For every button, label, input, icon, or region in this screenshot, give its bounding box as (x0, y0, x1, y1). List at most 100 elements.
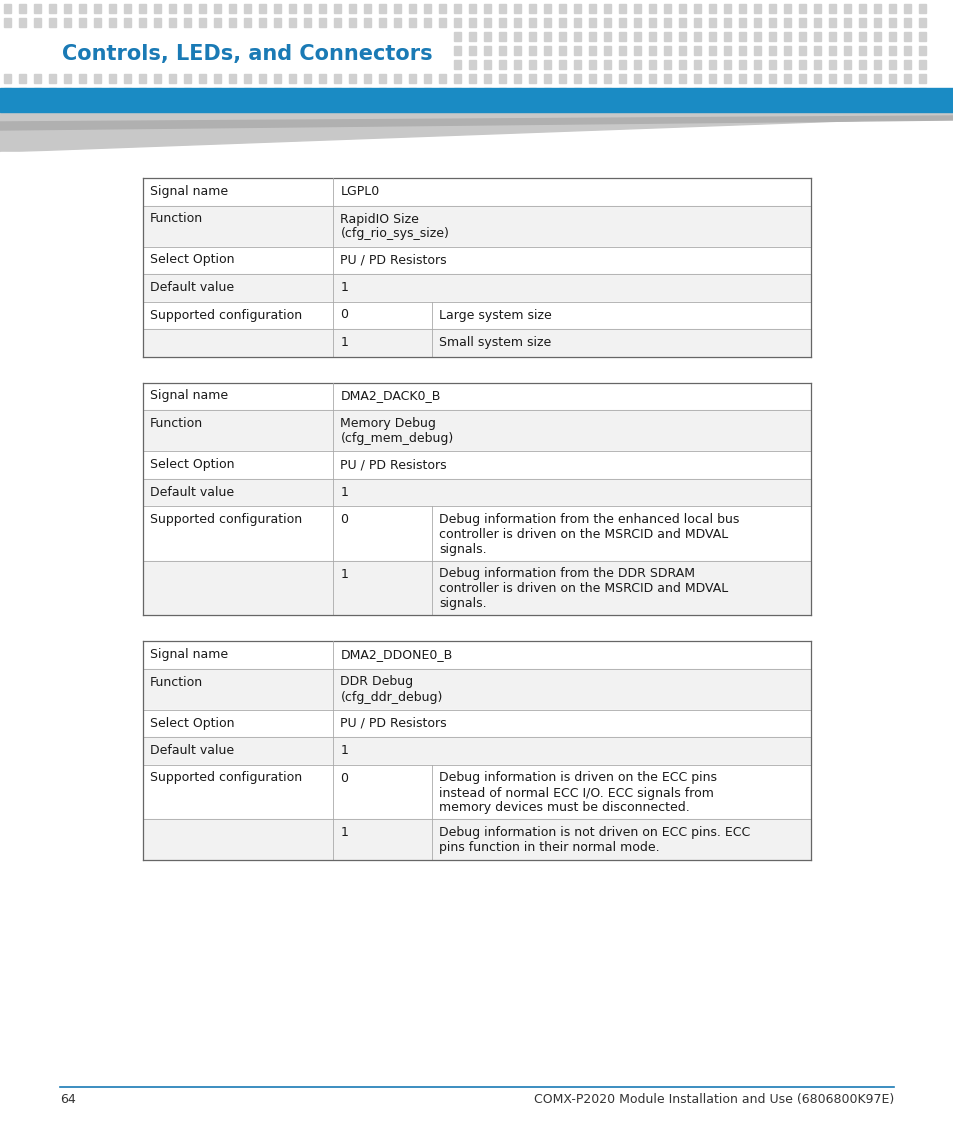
Bar (679, 3, 685, 13)
Bar (469, 3, 476, 13)
Bar (34, 88, 41, 97)
Bar (0, 152, 953, 1145)
Bar (64, 18, 71, 27)
Bar (753, 18, 760, 27)
Bar (708, 32, 716, 41)
Bar (543, 60, 551, 69)
Bar (153, 74, 161, 82)
Bar (723, 60, 730, 69)
Bar (858, 32, 865, 41)
Text: DDR Debug
(cfg_ddr_debug): DDR Debug (cfg_ddr_debug) (340, 676, 442, 703)
Bar (634, 3, 640, 13)
Bar (634, 60, 640, 69)
Text: 0: 0 (340, 772, 348, 784)
Bar (94, 74, 101, 82)
Bar (378, 3, 386, 13)
Text: COMX-P2020 Module Installation and Use (6806800K97E): COMX-P2020 Module Installation and Use (… (533, 1093, 893, 1106)
Bar (409, 18, 416, 27)
Bar (799, 46, 805, 55)
Bar (648, 60, 656, 69)
Bar (109, 3, 116, 13)
Bar (143, 301, 810, 329)
Bar (469, 18, 476, 27)
Bar (693, 18, 700, 27)
Bar (124, 18, 131, 27)
Bar (708, 3, 716, 13)
Bar (244, 88, 251, 97)
Bar (768, 46, 775, 55)
Bar (663, 60, 670, 69)
Bar (708, 46, 716, 55)
Bar (693, 3, 700, 13)
Bar (828, 88, 835, 97)
Bar (618, 32, 625, 41)
Bar (708, 88, 716, 97)
Bar (679, 32, 685, 41)
Bar (143, 737, 810, 765)
Bar (139, 3, 146, 13)
Bar (153, 18, 161, 27)
Bar (723, 88, 730, 97)
Bar (498, 74, 505, 82)
Bar (903, 74, 910, 82)
Text: 1: 1 (340, 826, 348, 839)
Bar (143, 274, 810, 301)
Bar (679, 18, 685, 27)
Bar (304, 88, 311, 97)
Bar (693, 74, 700, 82)
Bar (529, 32, 536, 41)
Bar (498, 88, 505, 97)
Bar (483, 32, 491, 41)
Bar (603, 46, 610, 55)
Bar (79, 18, 86, 27)
Bar (618, 18, 625, 27)
Bar (843, 46, 850, 55)
Bar (124, 3, 131, 13)
Bar (663, 18, 670, 27)
Bar (843, 32, 850, 41)
Bar (244, 3, 251, 13)
Bar (574, 60, 580, 69)
Bar (349, 88, 355, 97)
Bar (768, 88, 775, 97)
Bar (903, 32, 910, 41)
Bar (813, 18, 821, 27)
Bar (184, 18, 191, 27)
Bar (483, 88, 491, 97)
Bar (0, 88, 953, 112)
Bar (843, 88, 850, 97)
Bar (648, 18, 656, 27)
Bar (34, 74, 41, 82)
Bar (139, 74, 146, 82)
Bar (143, 382, 810, 410)
Bar (94, 88, 101, 97)
Bar (394, 74, 400, 82)
Text: 1: 1 (340, 568, 348, 581)
Bar (843, 3, 850, 13)
Bar (409, 88, 416, 97)
Text: RapidIO Size
(cfg_rio_sys_size): RapidIO Size (cfg_rio_sys_size) (340, 213, 449, 240)
Bar (588, 32, 596, 41)
Bar (558, 3, 565, 13)
Bar (454, 88, 460, 97)
Bar (289, 74, 295, 82)
Bar (663, 32, 670, 41)
Bar (588, 3, 596, 13)
Bar (469, 46, 476, 55)
Bar (409, 3, 416, 13)
Bar (679, 60, 685, 69)
Bar (169, 18, 175, 27)
Bar (574, 32, 580, 41)
Bar (888, 46, 895, 55)
Bar (663, 3, 670, 13)
Bar (153, 3, 161, 13)
Bar (648, 32, 656, 41)
Bar (423, 3, 431, 13)
Bar (4, 74, 11, 82)
Bar (558, 32, 565, 41)
Bar (124, 88, 131, 97)
Bar (318, 74, 326, 82)
Text: Supported configuration: Supported configuration (150, 772, 302, 784)
Bar (378, 18, 386, 27)
Text: 1: 1 (340, 485, 348, 498)
